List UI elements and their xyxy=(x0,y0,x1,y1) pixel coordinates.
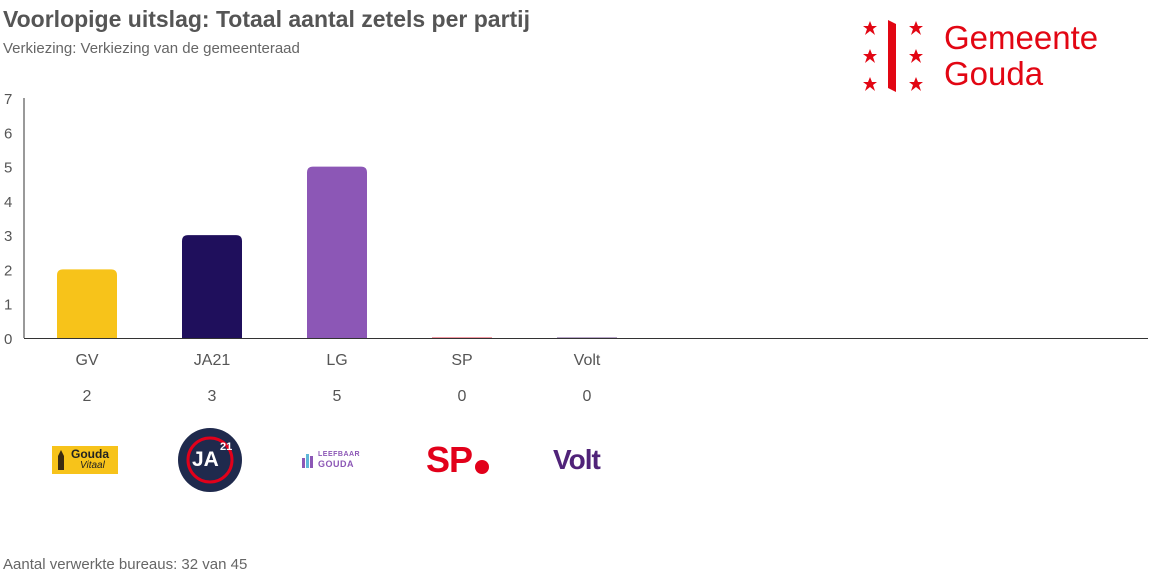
ja21-ring-icon xyxy=(186,436,234,484)
x-tick-label: Volt xyxy=(574,352,601,369)
brand-name: Gemeente Gouda xyxy=(944,20,1098,92)
tomato-icon xyxy=(475,460,489,474)
gemeente-gouda-brand: Gemeente Gouda xyxy=(858,18,1143,94)
leefbaar-gouda-logo: LEEFBAAR GOUDA xyxy=(302,449,368,471)
bar-gv xyxy=(57,269,117,338)
ja21-sup: 21 xyxy=(220,441,233,453)
y-tick-label: 7 xyxy=(4,91,12,108)
leefbaar-bars-icon xyxy=(302,454,313,468)
gouda-vitaal-line1: Gouda xyxy=(71,447,109,461)
bar-lg xyxy=(307,166,367,338)
bar-sp xyxy=(432,337,492,338)
ja21-logo: JA 21 xyxy=(178,428,242,492)
church-icon xyxy=(58,450,64,470)
bar-volt xyxy=(557,337,617,338)
leefbaar-line2: GOUDA xyxy=(318,459,354,469)
gouda-coat-of-arms-icon xyxy=(863,20,923,92)
y-tick-label: 4 xyxy=(4,194,12,211)
data-label: 5 xyxy=(333,388,342,405)
leefbaar-line1: LEEFBAAR xyxy=(318,451,361,458)
sp-text: SP xyxy=(426,439,473,480)
x-tick-label: GV xyxy=(75,352,98,369)
y-tick-label: 6 xyxy=(4,125,12,142)
chart-subtitle: Verkiezing: Verkiezing van de gemeentera… xyxy=(3,40,300,57)
y-tick-label: 0 xyxy=(4,331,12,348)
gouda-vitaal-line2: Vitaal xyxy=(80,460,105,471)
y-tick-label: 2 xyxy=(4,262,12,279)
x-tick-label: SP xyxy=(451,352,472,369)
brand-line-2: Gouda xyxy=(944,55,1044,92)
chart-title: Voorlopige uitslag: Totaal aantal zetels… xyxy=(3,6,530,32)
brand-line-1: Gemeente xyxy=(944,19,1099,56)
x-tick-label: JA21 xyxy=(194,352,231,369)
ja21-text: JA xyxy=(192,448,219,471)
bar-ja21 xyxy=(182,235,242,338)
gouda-vitaal-logo: Gouda Vitaal xyxy=(52,446,118,474)
volt-logo: Volt xyxy=(553,443,623,479)
footer-status: Aantal verwerkte bureaus: 32 van 45 xyxy=(3,556,248,573)
sp-logo: SP xyxy=(426,440,496,480)
y-tick-label: 5 xyxy=(4,160,12,177)
x-tick-label: LG xyxy=(326,352,347,369)
volt-text: Volt xyxy=(553,444,601,475)
data-label: 0 xyxy=(583,388,592,405)
data-label: 2 xyxy=(83,388,92,405)
bar-chart: 0 1 2 3 4 5 6 7 GV 2 JA21 3 LG 5 SP 0 Volt 0 xyxy=(4,91,1148,405)
data-label: 0 xyxy=(458,388,467,405)
y-tick-label: 1 xyxy=(4,297,12,314)
data-label: 3 xyxy=(208,388,217,405)
y-tick-label: 3 xyxy=(4,228,12,245)
